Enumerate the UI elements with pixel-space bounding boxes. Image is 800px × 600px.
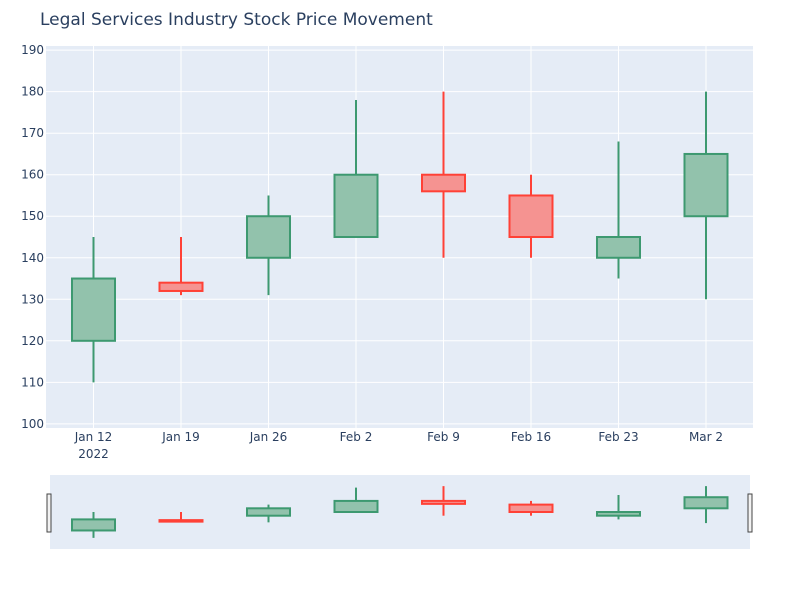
x-tick-label: Jan 26 (249, 430, 288, 444)
candle[interactable] (71, 237, 116, 383)
mini-candle-body (508, 503, 554, 514)
x-year-label: 2022 (78, 447, 109, 461)
mini-candle (508, 500, 554, 516)
candle-body (683, 152, 729, 218)
candle[interactable] (683, 91, 729, 300)
y-tick-label: 130 (21, 292, 44, 306)
y-tick-label: 170 (21, 126, 44, 140)
candle-body (71, 277, 116, 342)
candle[interactable] (333, 99, 379, 238)
y-tick-label: 160 (21, 168, 44, 182)
mini-candle-body (158, 519, 204, 523)
x-tick-label: Feb 23 (598, 430, 638, 444)
mini-candle (683, 486, 729, 524)
mini-candle (596, 495, 641, 520)
mini-candle (71, 512, 116, 538)
y-tick-label: 120 (21, 334, 44, 348)
mini-candle (246, 504, 291, 523)
mini-candle-body (596, 511, 641, 517)
mini-candle-body (683, 496, 729, 510)
x-tick-label: Feb 16 (511, 430, 551, 444)
x-tick-label: Mar 2 (689, 430, 723, 444)
mini-candle-body (333, 499, 379, 514)
candle-body (421, 173, 466, 193)
plot-area (46, 46, 753, 428)
mini-candle-body (246, 507, 291, 517)
x-tick-label: Jan 12 (74, 430, 113, 444)
range-slider-candles (71, 486, 729, 538)
y-tick-label: 180 (21, 85, 44, 99)
candle-body (508, 194, 554, 238)
candle[interactable] (158, 237, 204, 296)
candle-body (596, 236, 641, 259)
y-axis: 100 110 120 130 140 150 160 170 180 190 (21, 43, 44, 431)
candle[interactable] (596, 141, 641, 279)
y-tick-label: 190 (21, 43, 44, 57)
y-tick-label: 110 (21, 375, 44, 389)
candles[interactable] (71, 91, 729, 383)
x-axis: Jan 12 Jan 19 Jan 26 Feb 2 Feb 9 Feb 16 Feb 23… (74, 430, 723, 461)
mini-candle (421, 486, 466, 516)
mini-candle (158, 512, 204, 523)
candle-body (333, 173, 379, 238)
x-tick-label: Feb 9 (427, 430, 460, 444)
chart-title: Legal Services Industry Stock Price Move… (40, 10, 433, 30)
candle[interactable] (508, 174, 554, 258)
mini-candle-body (71, 518, 116, 532)
candle[interactable] (246, 195, 291, 296)
y-tick-label: 100 (21, 417, 44, 431)
range-slider-left-handle[interactable] (46, 493, 52, 533)
mini-candle-body (421, 499, 466, 505)
y-tick-label: 140 (21, 251, 44, 265)
candle[interactable] (421, 91, 466, 258)
range-slider[interactable] (50, 475, 750, 549)
candle-body (158, 281, 204, 292)
range-slider-right-handle[interactable] (747, 493, 753, 533)
y-tick-label: 150 (21, 209, 44, 223)
x-tick-label: Jan 19 (161, 430, 200, 444)
x-tick-label: Feb 2 (340, 430, 373, 444)
candle-body (246, 215, 291, 259)
mini-candle (333, 487, 379, 514)
